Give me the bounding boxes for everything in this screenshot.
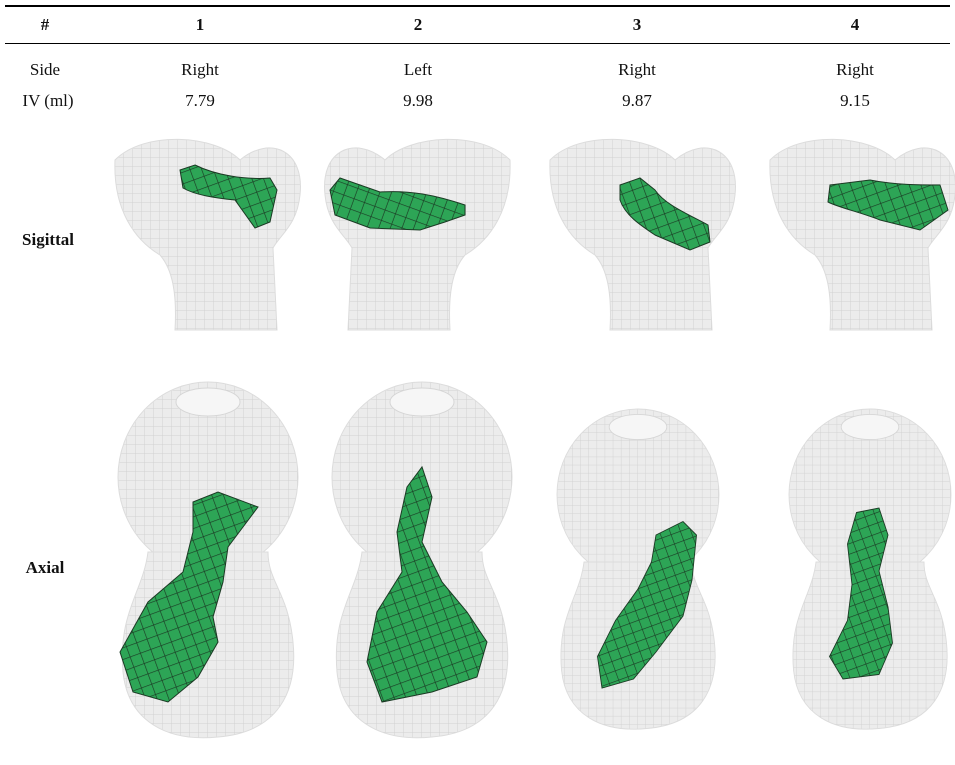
axial-image-4: [789, 409, 951, 729]
cell: 9.98: [403, 91, 433, 111]
cell: 7.79: [185, 91, 215, 111]
axial-image-3: [557, 409, 719, 729]
header-cell: 3: [633, 15, 642, 35]
axial-image-2: [332, 382, 512, 738]
cell: 9.87: [622, 91, 652, 111]
sagittal-image-2: [325, 139, 511, 330]
axial-image-1: [118, 382, 298, 738]
top-rule: [5, 5, 950, 7]
sagittal-image-4: [770, 139, 955, 330]
cell: Right: [181, 60, 219, 80]
header-rule: [5, 43, 950, 44]
row-label: Axial: [26, 558, 65, 578]
cell: Right: [618, 60, 656, 80]
row-label: Side: [30, 60, 60, 80]
row-label: Sigittal: [22, 230, 74, 250]
row-label: IV (ml): [22, 91, 73, 111]
page: # 1 2 3 4 Side Right Left Right Right IV…: [0, 0, 955, 765]
header-cell: 2: [414, 15, 423, 35]
cell: Right: [836, 60, 874, 80]
header-cell: #: [41, 15, 50, 35]
figure-images: [0, 0, 955, 765]
cell: 9.15: [840, 91, 870, 111]
sagittal-image-3: [550, 139, 736, 330]
header-cell: 1: [196, 15, 205, 35]
cell: Left: [404, 60, 432, 80]
sagittal-image-1: [115, 139, 301, 330]
header-cell: 4: [851, 15, 860, 35]
